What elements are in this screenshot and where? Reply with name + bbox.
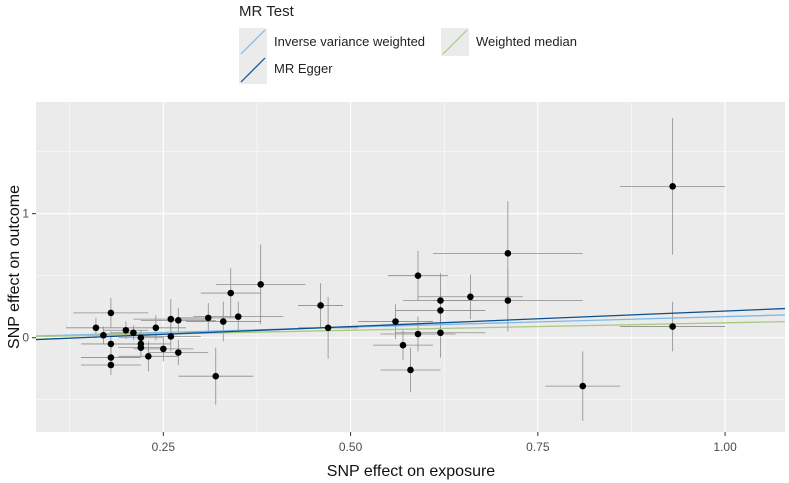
data-point-17 (175, 317, 182, 324)
data-point-28 (407, 366, 414, 374)
fit-line-mr-egger (35, 307, 786, 341)
data-point-27 (399, 341, 407, 349)
data-point-37 (579, 382, 587, 390)
legend-key-mr-egger-line (240, 57, 266, 83)
data-point-8 (137, 334, 145, 342)
data-point-32 (437, 329, 444, 337)
data-point-10 (137, 344, 145, 351)
legend-title: MR Test (239, 3, 295, 20)
legend-key-weighted-median-line (442, 29, 468, 55)
data-point-13 (160, 345, 167, 353)
data-point-23 (257, 281, 265, 288)
legend-key-ivw-line (240, 29, 266, 55)
data-point-0 (92, 324, 100, 332)
legend: MR Test Inverse variance weighted Weight… (239, 3, 577, 84)
data-point-14 (167, 333, 175, 340)
x-tick-label: 0.25 (152, 440, 176, 454)
legend-label-ivw: Inverse variance weighted (274, 34, 425, 49)
data-point-6 (122, 326, 130, 334)
data-point-11 (145, 353, 152, 360)
data-point-3 (107, 340, 115, 348)
data-point-38 (669, 183, 676, 190)
data-point-21 (227, 289, 235, 297)
data-point-30 (414, 330, 422, 338)
y-tick-label: 0 (22, 331, 29, 345)
data-point-26 (392, 318, 399, 325)
data-point-39 (669, 323, 676, 330)
data-point-34 (467, 293, 474, 301)
data-point-25 (324, 324, 332, 332)
data-point-31 (437, 297, 444, 304)
data-point-7 (130, 329, 137, 337)
data-point-19 (212, 372, 220, 380)
data-point-16 (175, 349, 182, 356)
y-tick-label: 1 (22, 207, 29, 221)
y-axis-ticks: 01 (22, 207, 36, 345)
y-axis-label: SNP effect on outcome (6, 185, 23, 349)
x-axis-ticks: 0.25 0.50 0.75 1.00 (152, 432, 737, 454)
data-point-4 (107, 354, 115, 361)
data-point-2 (107, 309, 115, 317)
data-point-29 (414, 272, 422, 279)
data-points (92, 183, 676, 390)
x-tick-label: 1.00 (713, 440, 737, 454)
legend-label-mr-egger: MR Egger (274, 61, 333, 76)
mr-fit-lines (35, 307, 786, 341)
data-point-36 (504, 297, 512, 304)
data-point-5 (107, 361, 115, 369)
data-point-24 (317, 302, 324, 309)
data-point-20 (219, 318, 227, 325)
data-point-18 (204, 314, 212, 322)
x-axis-label: SNP effect on exposure (327, 463, 496, 480)
data-point-12 (152, 324, 160, 332)
x-tick-label: 0.50 (339, 440, 363, 454)
data-point-33 (437, 307, 444, 314)
data-point-22 (234, 313, 242, 320)
data-point-15 (167, 315, 175, 323)
data-point-1 (100, 331, 107, 339)
data-point-35 (504, 250, 512, 257)
x-tick-label: 0.75 (526, 440, 550, 454)
legend-label-weighted-median: Weighted median (476, 34, 577, 49)
fit-line-inverse-variance-weighted (35, 314, 786, 337)
